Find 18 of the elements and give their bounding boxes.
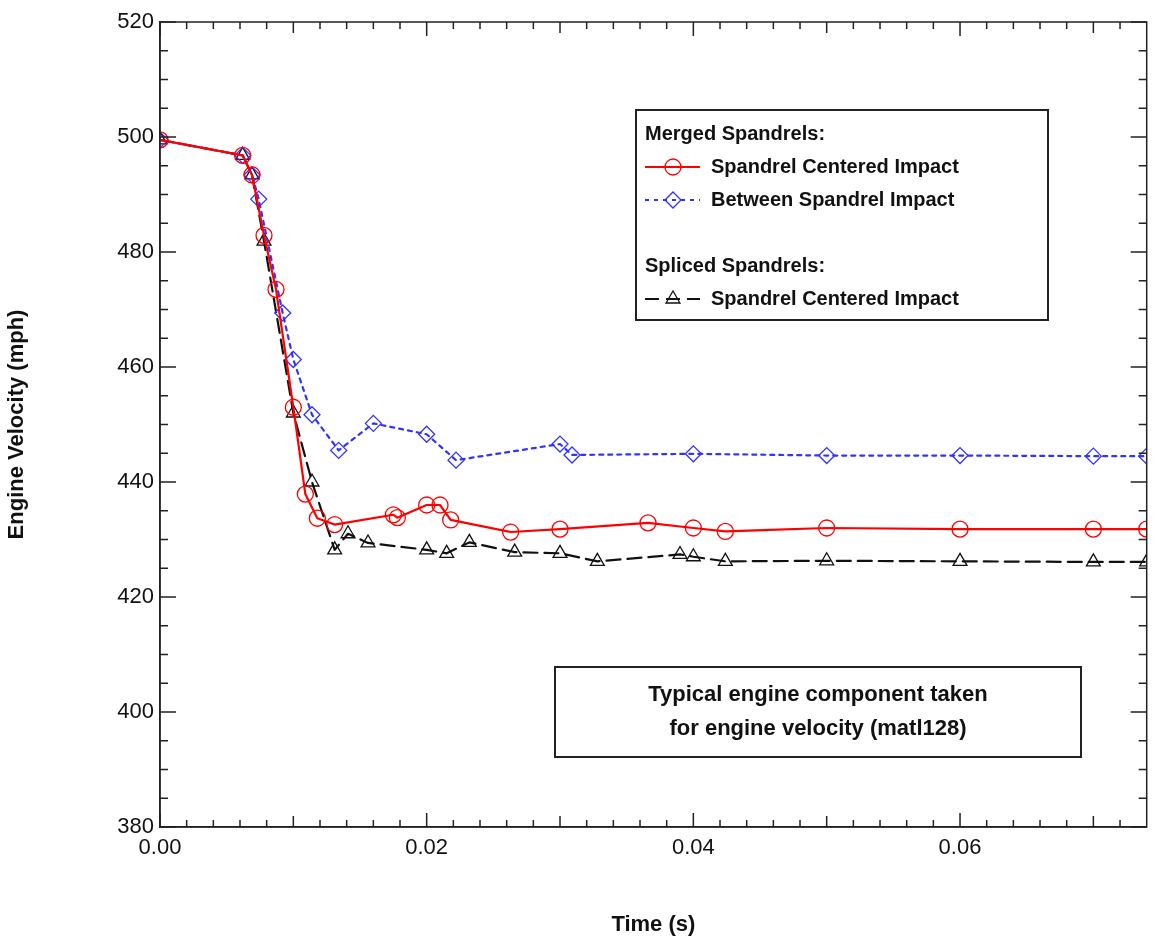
legend-label: Spandrel Centered Impact (711, 154, 960, 177)
y-tick-label: 500 (117, 123, 154, 149)
legend-title: Merged Spandrels: (645, 121, 826, 144)
y-tick-label: 440 (117, 468, 154, 494)
annotation: Typical engine component taken for engine velocity (matl128) (648, 681, 988, 741)
x-tick-label: 0.04 (671, 834, 715, 860)
x-tick-label: 0.02 (405, 834, 449, 860)
y-axis-title: Engine Velocity (mph) (3, 309, 29, 540)
x-axis-title: Time (s) (611, 910, 696, 936)
annotation: Spliced Spandrels: (645, 253, 826, 276)
legend-label: Spandrel Centered Impact (711, 286, 960, 309)
y-tick-label: 480 (117, 238, 154, 264)
y-tick-label: 420 (117, 583, 154, 609)
y-tick-label: 520 (117, 8, 154, 34)
y-tick-label: 400 (117, 698, 154, 724)
x-tick-label: 0.06 (938, 834, 982, 860)
y-tick-label: 460 (117, 353, 154, 379)
legend-label: Between Spandrel Impact (711, 187, 955, 210)
